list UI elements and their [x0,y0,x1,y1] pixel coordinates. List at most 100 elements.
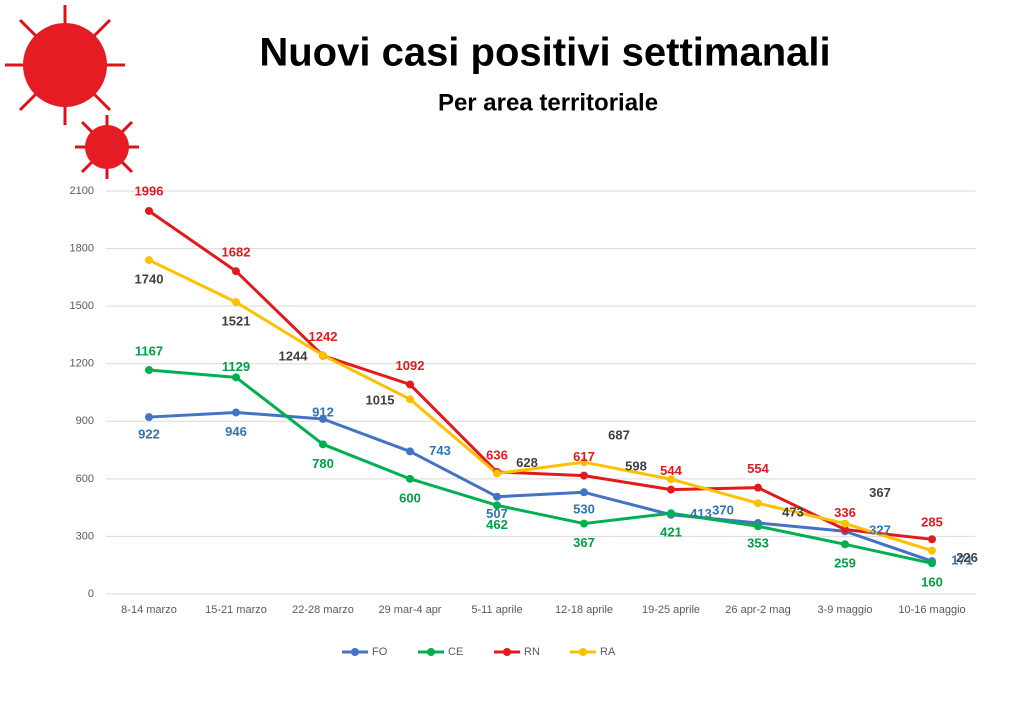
data-label: 1092 [396,358,425,373]
data-label: 353 [747,536,769,551]
data-label: 743 [429,443,451,458]
data-point [841,525,849,534]
data-label: 259 [834,556,856,571]
y-tick-label: 0 [88,588,94,600]
data-label: 367 [573,535,595,550]
data-point [319,351,327,360]
x-tick-label: 29 mar-4 apr [379,604,442,616]
x-tick-label: 12-18 aprile [555,604,613,616]
data-label: 1242 [309,329,338,344]
data-label: 912 [312,404,334,419]
chart-subtitle: Per area territoriale [438,89,658,116]
data-point [406,474,414,483]
data-point [145,413,153,422]
data-point [232,408,240,417]
data-label: 1167 [135,343,163,358]
data-point [319,414,327,423]
data-point [493,501,501,510]
y-tick-label: 1200 [70,358,94,370]
data-label: 1015 [366,393,395,408]
data-point [841,519,849,528]
data-point [928,559,936,568]
data-label: 285 [921,515,943,530]
data-point [667,475,675,484]
data-label: 473 [782,505,804,520]
x-tick-label: 26 apr-2 mag [725,604,790,616]
data-label: 336 [834,505,856,520]
data-label: 421 [660,525,682,540]
x-tick-label: 19-25 aprile [642,604,700,616]
chart-title: Nuovi casi positivi settimanali [259,31,830,75]
virus-decoration [5,5,139,179]
data-point [841,540,849,549]
data-point [145,206,153,215]
series-line [148,410,933,563]
data-label: 1682 [222,245,251,260]
data-label: 554 [747,461,769,476]
y-tick-label: 600 [76,473,94,485]
data-label: 780 [312,456,334,471]
y-tick-label: 900 [76,415,94,427]
data-label: 226 [956,550,978,565]
data-label: 687 [608,428,630,443]
data-point [928,535,936,544]
data-label: 600 [399,490,421,505]
data-label: 327 [869,523,891,538]
data-point [580,488,588,497]
y-tick-label: 300 [76,530,94,542]
data-label: 946 [225,424,247,439]
data-label: 160 [921,575,943,590]
data-point [667,509,675,518]
x-tick-label: 15-21 marzo [205,604,267,616]
data-label: 507 [486,506,508,521]
data-point [319,440,327,449]
data-label: 171 [951,553,973,568]
x-tick-label: 5-11 aprile [471,604,522,616]
y-tick-label: 1800 [70,242,94,254]
data-point [493,469,501,478]
data-label: 413 [690,506,712,521]
data-point [232,298,240,307]
data-label: 370 [712,502,734,517]
legend-label: FO [372,646,388,658]
data-point [232,267,240,276]
x-tick-label: 8-14 marzo [121,604,177,616]
data-point [580,519,588,528]
x-tick-label: 22-28 marzo [292,604,354,616]
data-point [580,471,588,480]
data-label: 462 [486,517,508,532]
data-label: 1740 [135,272,164,287]
data-label: 617 [573,449,595,464]
data-label: 598 [625,459,647,474]
data-point [928,546,936,555]
series-line [148,368,933,565]
legend-label: RA [600,646,616,658]
data-label: 367 [869,485,891,500]
data-point [406,395,414,404]
legend-label: RN [524,646,540,658]
data-label: 530 [573,502,595,517]
data-label: 1521 [222,314,251,329]
series-line [148,209,933,541]
x-tick-label: 3-9 maggio [817,604,872,616]
data-label: 636 [486,447,508,462]
data-point [232,373,240,382]
data-point [493,492,501,501]
data-point [754,483,762,492]
data-point [754,522,762,531]
series-line [148,258,933,553]
y-tick-label: 1500 [70,300,94,312]
data-label: 922 [138,427,160,442]
legend-label: CE [448,646,463,658]
data-point [406,380,414,389]
data-label: 1129 [222,359,250,374]
data-point [145,256,153,265]
data-point [406,447,414,456]
legend-marker [503,648,511,656]
data-label: 544 [660,463,682,478]
legend-marker [579,648,587,656]
data-point [754,499,762,508]
data-label: 628 [516,455,538,470]
legend-marker [427,648,435,656]
